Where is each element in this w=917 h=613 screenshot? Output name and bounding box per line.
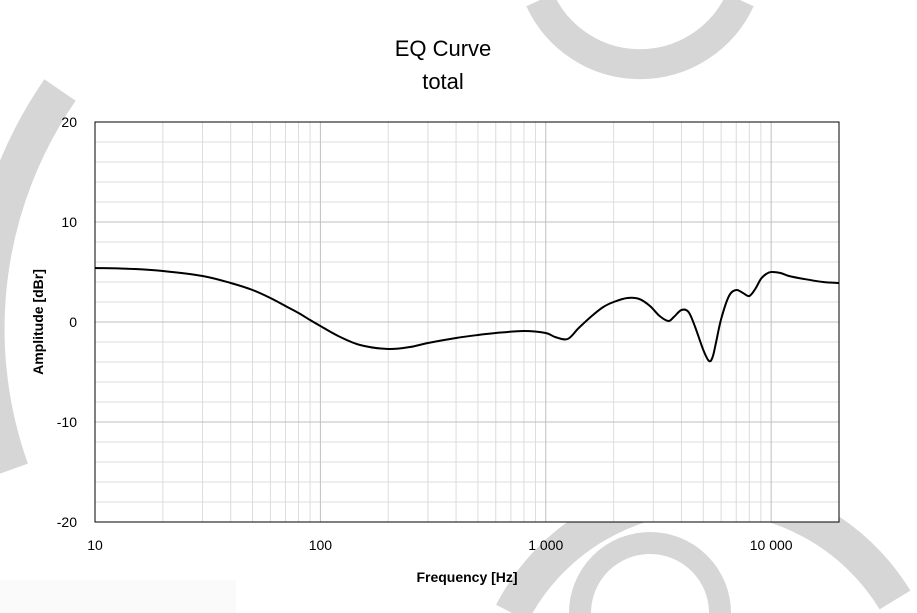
chart-title: EQ Curve: [395, 36, 492, 61]
eq-curve-line: [94, 267, 840, 363]
x-tick-label: 100: [309, 537, 333, 553]
y-tick-label: -10: [57, 414, 77, 430]
toolbar-strip: [0, 580, 236, 613]
x-tick-label: 1 000: [528, 537, 563, 553]
y-tick-labels: 20 10 0 -10 -20: [57, 114, 77, 530]
y-axis-label: Amplitude [dBr]: [30, 269, 46, 375]
y-tick-label: 0: [69, 314, 77, 330]
watermark-arc-bottom-small: [569, 532, 731, 613]
watermark-arc-top: [526, 0, 754, 80]
x-axis-label: Frequency [Hz]: [416, 569, 517, 585]
y-tick-label: -20: [57, 514, 77, 530]
watermark-arc-left: [0, 79, 76, 474]
x-tick-label: 10 000: [750, 537, 793, 553]
y-tick-label: 10: [61, 214, 77, 230]
chart-subtitle: total: [422, 69, 464, 94]
x-tick-labels: 10 100 1 000 10 000: [87, 537, 793, 553]
plot-border: [94, 121, 840, 523]
x-tick-label: 10: [87, 537, 103, 553]
y-tick-label: 20: [61, 114, 77, 130]
